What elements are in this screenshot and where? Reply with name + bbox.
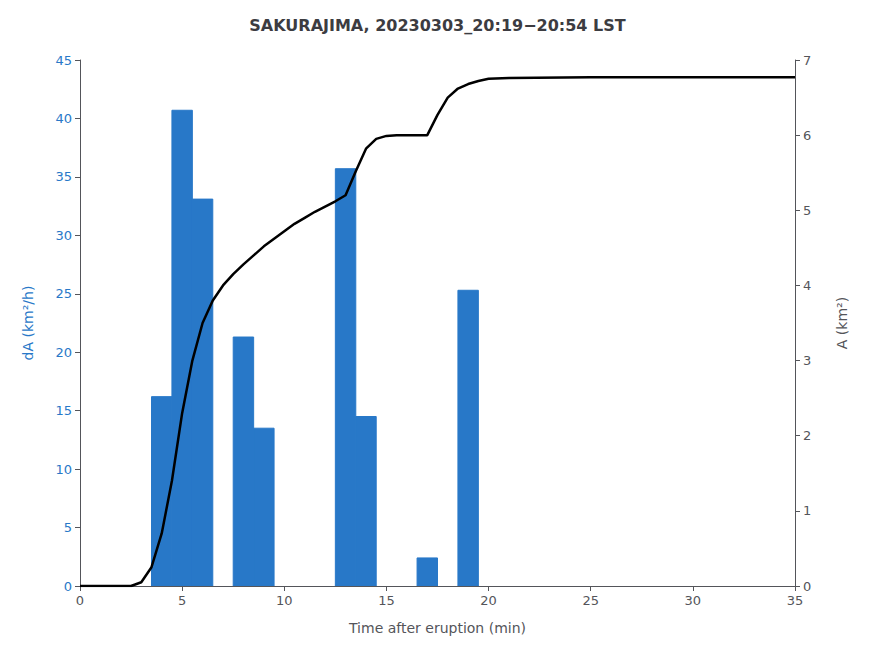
svg-text:15: 15 bbox=[378, 593, 395, 608]
svg-text:35: 35 bbox=[787, 593, 804, 608]
svg-text:10: 10 bbox=[55, 462, 72, 477]
svg-text:2: 2 bbox=[803, 428, 811, 443]
svg-text:0: 0 bbox=[64, 579, 72, 594]
svg-text:A (km²): A (km²) bbox=[834, 297, 850, 349]
svg-text:5: 5 bbox=[64, 520, 72, 535]
svg-text:4: 4 bbox=[803, 278, 811, 293]
svg-text:1: 1 bbox=[803, 503, 811, 518]
svg-text:SAKURAJIMA, 20230303_20:19−20:: SAKURAJIMA, 20230303_20:19−20:54 LST bbox=[249, 16, 625, 35]
svg-text:20: 20 bbox=[480, 593, 497, 608]
svg-text:45: 45 bbox=[55, 53, 72, 68]
svg-text:15: 15 bbox=[55, 403, 72, 418]
svg-text:30: 30 bbox=[55, 228, 72, 243]
svg-text:dA (km²/h): dA (km²/h) bbox=[20, 286, 36, 361]
svg-text:25: 25 bbox=[582, 593, 599, 608]
svg-text:10: 10 bbox=[276, 593, 293, 608]
svg-text:35: 35 bbox=[55, 169, 72, 184]
svg-text:5: 5 bbox=[803, 203, 811, 218]
svg-text:0: 0 bbox=[803, 579, 811, 594]
svg-text:30: 30 bbox=[685, 593, 702, 608]
svg-text:20: 20 bbox=[55, 345, 72, 360]
svg-text:Time after eruption (min): Time after eruption (min) bbox=[348, 620, 526, 636]
svg-text:7: 7 bbox=[803, 53, 811, 68]
svg-text:25: 25 bbox=[55, 286, 72, 301]
svg-text:5: 5 bbox=[178, 593, 186, 608]
svg-text:0: 0 bbox=[76, 593, 84, 608]
svg-text:3: 3 bbox=[803, 353, 811, 368]
svg-text:6: 6 bbox=[803, 128, 811, 143]
svg-text:40: 40 bbox=[55, 111, 72, 126]
